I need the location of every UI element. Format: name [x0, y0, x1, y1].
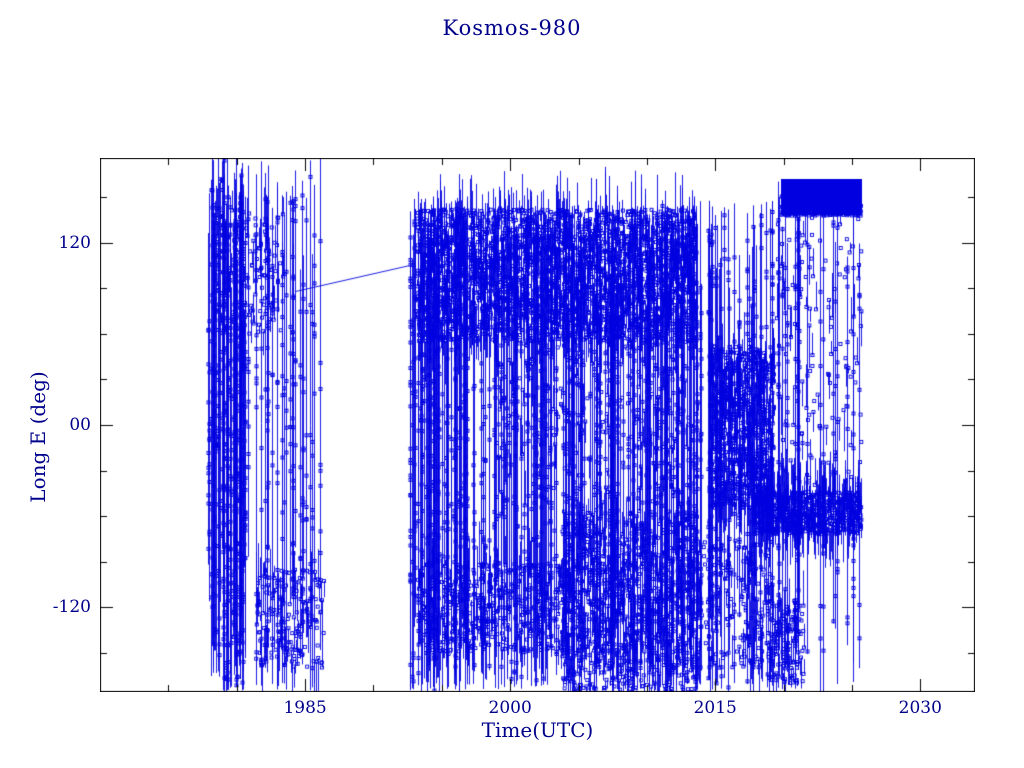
y-tick-label: 00 [69, 415, 91, 435]
chart-title: Kosmos-980 [442, 16, 582, 40]
x-tick-label: 1985 [283, 698, 327, 718]
x-tick-label: 2015 [693, 698, 737, 718]
plot-area [100, 158, 975, 692]
y-axis-label: Long E (deg) [26, 371, 50, 503]
x-tick-label: 2030 [898, 698, 942, 718]
x-tick-label: 2000 [488, 698, 532, 718]
y-tick-label: -120 [52, 597, 91, 618]
y-tick-label: 120 [58, 232, 91, 253]
x-axis-label: Time(UTC) [481, 718, 594, 742]
